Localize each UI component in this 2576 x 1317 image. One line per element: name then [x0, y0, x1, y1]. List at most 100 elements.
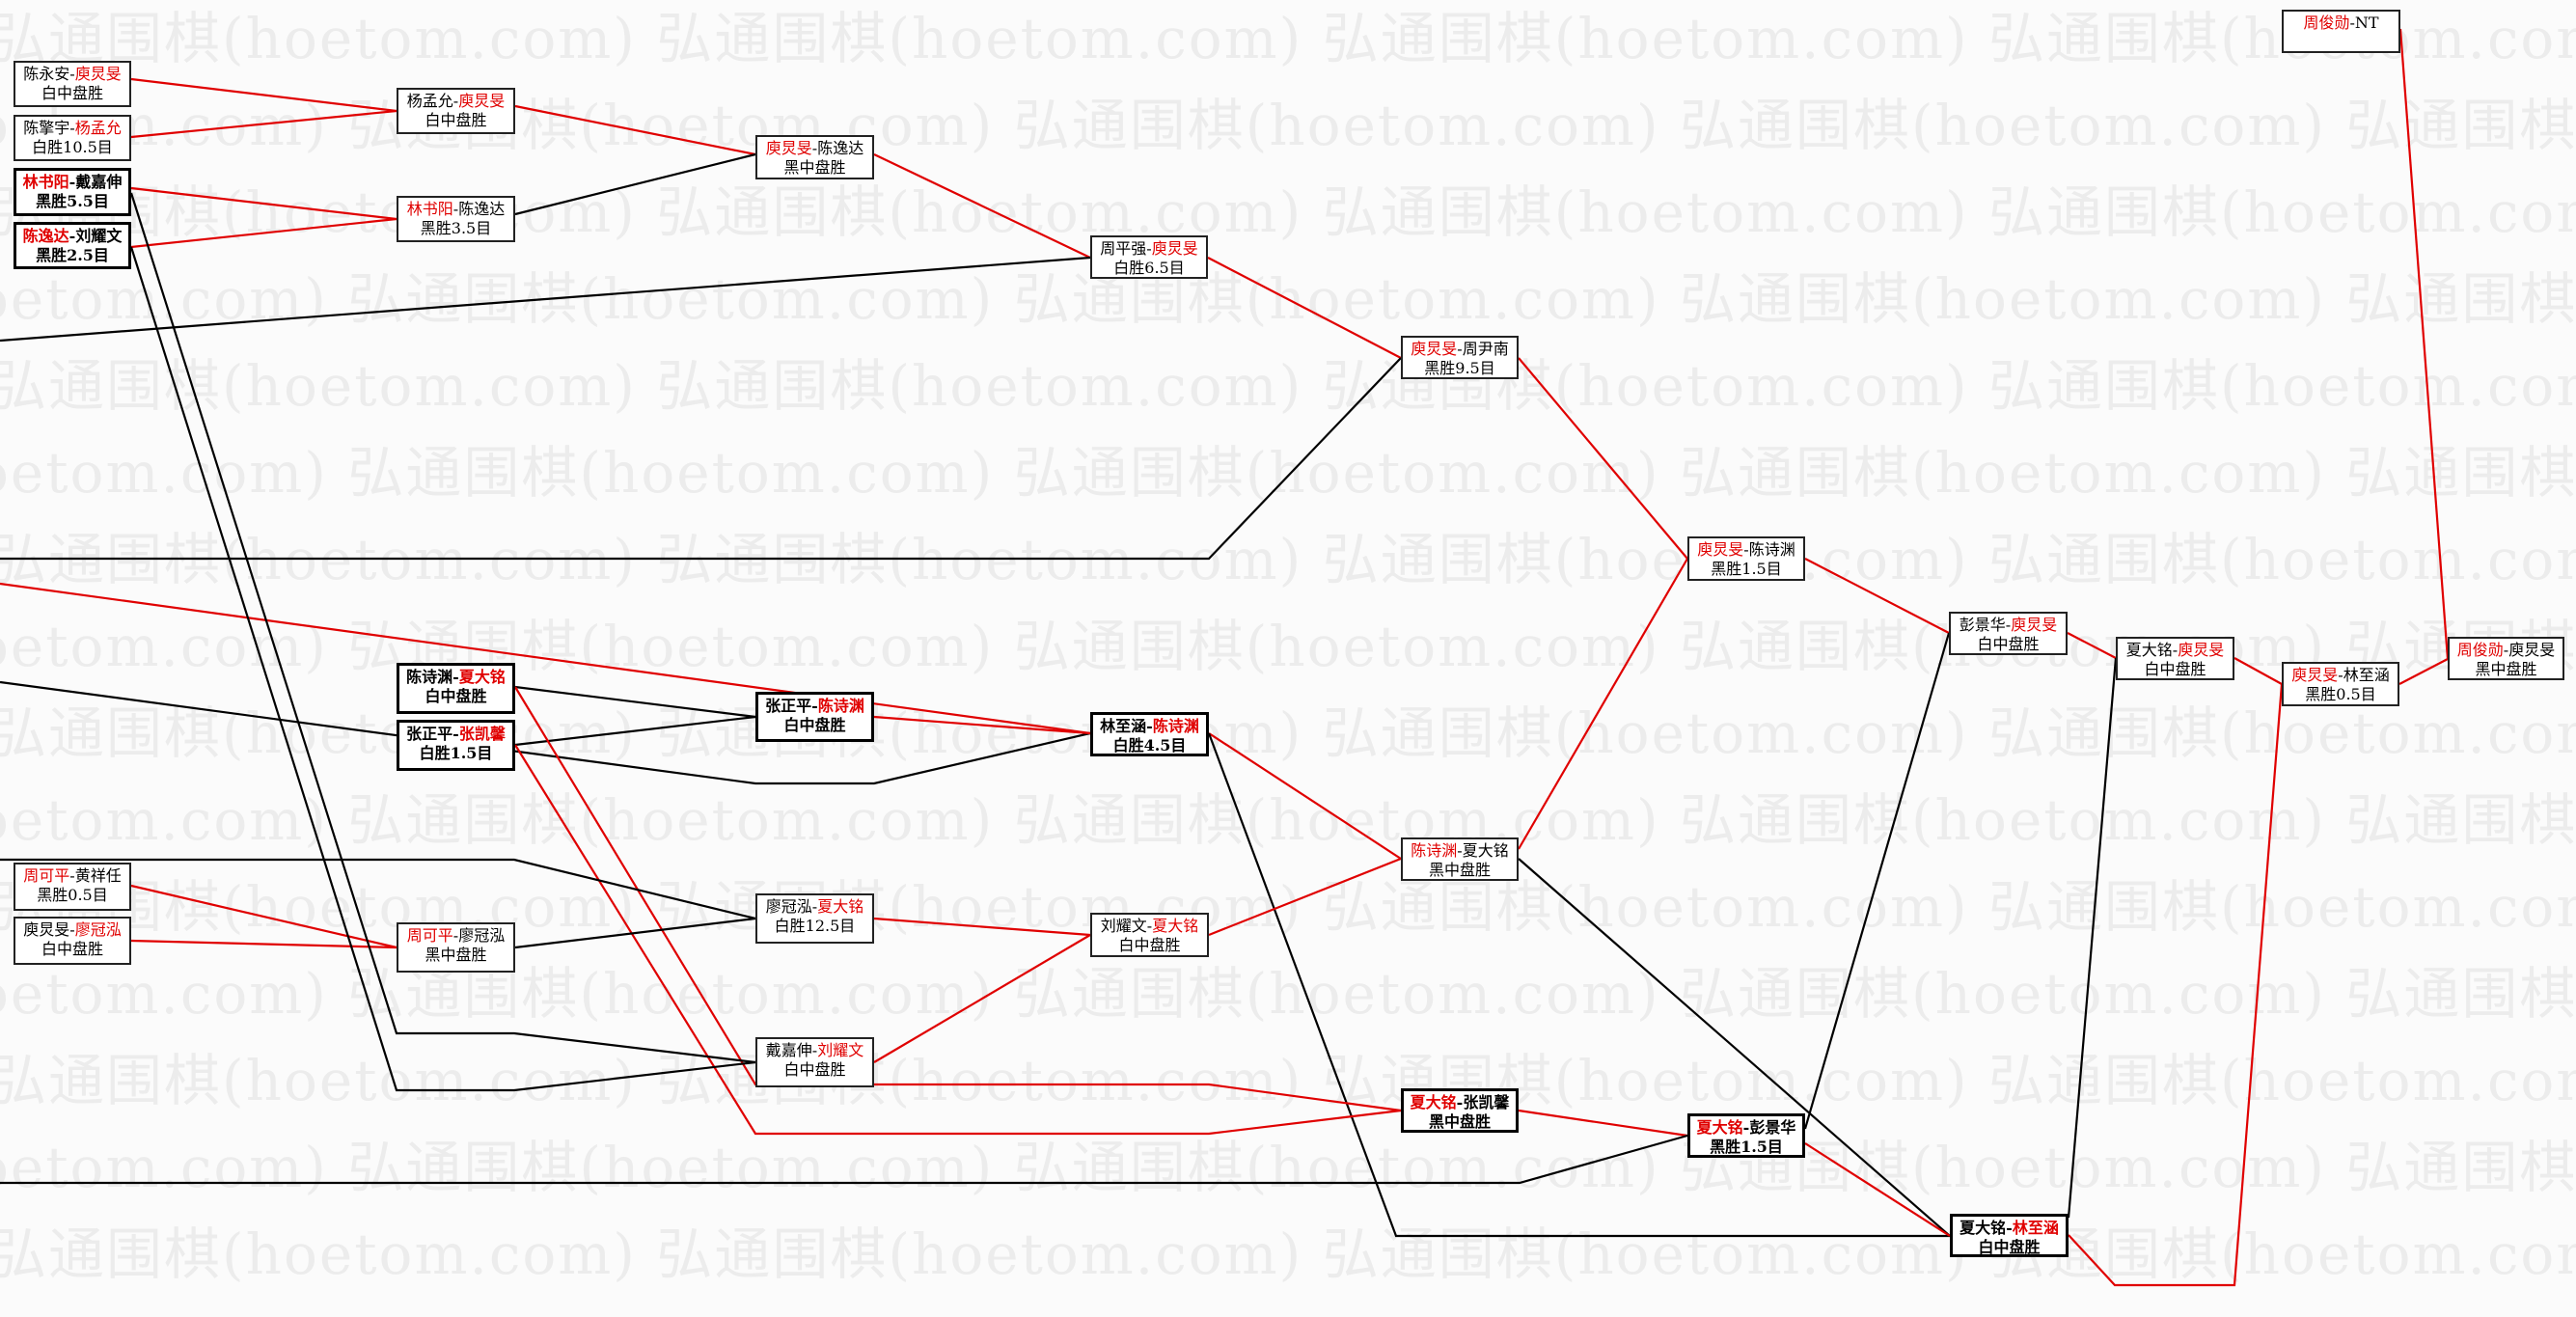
match-players: 张正平-张凯馨: [399, 725, 512, 744]
player-white: 廖冠泓: [74, 920, 122, 939]
player-black: 周平强: [1100, 239, 1147, 258]
player-white: 陈诗渊: [1152, 717, 1199, 735]
player-white: 庾炅旻: [2178, 641, 2225, 659]
player-white: 夏大铭: [817, 897, 864, 916]
loser-connector: [129, 246, 756, 1092]
match-box[interactable]: 林至涵-陈诗渊 白胜4.5目: [1090, 712, 1209, 756]
match-box[interactable]: 戴嘉伸-刘耀文 白中盘胜: [755, 1037, 874, 1087]
player-white: 戴嘉伸: [75, 173, 123, 191]
match-box[interactable]: 夏大铭-彭景华 黑胜1.5目: [1687, 1113, 1805, 1158]
match-box[interactable]: 陈诗渊-夏大铭 黑中盘胜: [1401, 837, 1519, 881]
player-black: 陈诗渊: [1411, 841, 1458, 860]
match-box[interactable]: 彭景华-庾炅旻 白中盘胜: [1949, 612, 2068, 655]
winner-connector: [1518, 1109, 1688, 1138]
loser-connector: [1207, 732, 1950, 1238]
player-white: 陈逸达: [817, 139, 864, 157]
loser-connector: [129, 192, 756, 1064]
match-box[interactable]: 夏大铭-张凯馨 黑中盘胜: [1401, 1088, 1519, 1133]
separator: -: [1743, 540, 1749, 559]
match-box[interactable]: 周俊勋-NT: [2282, 10, 2400, 53]
match-box[interactable]: 陈诗渊-夏大铭 白中盘胜: [397, 663, 515, 714]
match-players: 庾炅旻-廖冠泓: [15, 920, 129, 940]
winner-connector: [2398, 658, 2449, 685]
separator: -: [69, 866, 75, 885]
player-black: 刘耀文: [1100, 917, 1147, 935]
match-box[interactable]: 夏大铭-林至涵 白中盘胜: [1950, 1214, 2069, 1257]
match-players: 林至涵-陈诗渊: [1093, 717, 1206, 736]
player-white: 黄祥任: [74, 866, 122, 885]
match-result: 白胜12.5目: [774, 917, 856, 935]
player-white: 林至涵: [2012, 1219, 2059, 1237]
match-result: 白中盘胜: [783, 716, 846, 734]
match-box[interactable]: 庾炅旻-周尹南 黑胜9.5目: [1401, 336, 1519, 379]
player-white: 庾炅旻: [2508, 641, 2556, 659]
player-black: 杨孟允: [406, 92, 453, 110]
player-white: 林至涵: [2343, 666, 2390, 684]
match-box[interactable]: 周平强-庾炅旻 白胜6.5目: [1090, 235, 1208, 279]
player-black: 庾炅旻: [1411, 340, 1458, 358]
loser-connector: [0, 680, 1091, 785]
match-box[interactable]: 陈逸达-刘耀文 黑胜2.5目: [14, 222, 131, 269]
winner-connector: [873, 153, 1091, 259]
winner-connector: [1804, 558, 1950, 634]
match-result: 黑胜2.5目: [36, 246, 109, 264]
match-box[interactable]: 林书阳-戴嘉伸 黑胜5.5目: [14, 168, 131, 216]
loser-connector: [0, 858, 756, 920]
separator: -: [811, 897, 818, 916]
winner-connector: [1208, 732, 1402, 860]
match-box[interactable]: 林书阳-陈逸达 黑胜3.5目: [397, 196, 515, 242]
match-players: 夏大铭-彭景华: [1690, 1118, 1802, 1138]
separator: -: [811, 1041, 818, 1059]
separator: -: [1456, 1093, 1464, 1111]
player-white: 杨孟允: [74, 119, 122, 137]
match-box[interactable]: 庾炅旻-廖冠泓 白中盘胜: [14, 917, 131, 965]
match-result: 白中盘胜: [2144, 660, 2206, 678]
match-players: 陈擎宇-杨孟允: [15, 119, 129, 138]
match-result: 黑胜3.5目: [420, 219, 492, 237]
winner-connector: [130, 884, 397, 949]
winner-connector: [1207, 257, 1402, 359]
match-players: 彭景华-庾炅旻: [1951, 616, 2066, 635]
match-box[interactable]: 张正平-张凯馨 白胜1.5目: [397, 720, 515, 771]
match-box[interactable]: 杨孟允-庾炅旻 白中盘胜: [397, 88, 515, 134]
match-box[interactable]: 周可平-廖冠泓 黑中盘胜: [397, 922, 515, 973]
match-players: 庾炅旻-陈逸达: [757, 139, 872, 158]
separator: -: [69, 65, 75, 83]
separator: -: [1146, 239, 1152, 258]
match-box[interactable]: 陈擎宇-杨孟允 白胜10.5目: [14, 115, 131, 161]
player-white: 夏大铭: [1152, 917, 1199, 935]
match-box[interactable]: 庾炅旻-林至涵 黑胜0.5目: [2282, 662, 2399, 706]
player-white: 夏大铭: [1462, 841, 1509, 860]
match-box[interactable]: 夏大铭-庾炅旻 白中盘胜: [2116, 637, 2234, 680]
player-black: 陈诗渊: [406, 668, 453, 686]
match-box[interactable]: 周可平-黄祥任 黑胜0.5目: [14, 863, 131, 911]
match-box[interactable]: 陈永安-庾炅旻 白中盘胜: [14, 61, 131, 107]
match-box[interactable]: 庾炅旻-陈诗渊 黑胜1.5目: [1687, 536, 1805, 581]
separator: -: [452, 200, 459, 218]
winner-connector: [130, 77, 397, 113]
player-white: 周尹南: [1462, 340, 1509, 358]
match-result: 黑胜9.5目: [1424, 359, 1495, 377]
match-box[interactable]: 廖冠泓-夏大铭 白胜12.5目: [755, 893, 874, 944]
separator: -: [452, 92, 459, 110]
separator: -: [452, 926, 459, 945]
loser-connector: [1803, 632, 1951, 1130]
winner-connector: [130, 939, 397, 949]
match-box[interactable]: 张正平-陈诗渊 白中盘胜: [755, 692, 874, 742]
player-white: 陈诗渊: [817, 697, 864, 715]
winner-connector: [514, 104, 756, 156]
match-players: 夏大铭-张凯馨: [1404, 1093, 1516, 1112]
player-black: 庾炅旻: [2291, 666, 2339, 684]
player-black: 林书阳: [406, 200, 453, 218]
match-box[interactable]: 刘耀文-夏大铭 白中盘胜: [1090, 913, 1209, 957]
match-result: 白胜4.5目: [1112, 736, 1187, 755]
match-box[interactable]: 周俊勋-庾炅旻 黑中盘胜: [2448, 637, 2564, 680]
loser-connector: [0, 256, 1091, 343]
match-box[interactable]: 庾炅旻-陈逸达 黑中盘胜: [755, 135, 874, 179]
match-players: 林书阳-陈逸达: [398, 200, 513, 219]
match-result: 白胜6.5目: [1113, 259, 1185, 277]
match-players: 庾炅旻-林至涵: [2284, 666, 2398, 685]
player-black: 张正平: [765, 697, 812, 715]
player-black: 庾炅旻: [1697, 540, 1744, 559]
player-white: 张凯馨: [1463, 1093, 1510, 1111]
